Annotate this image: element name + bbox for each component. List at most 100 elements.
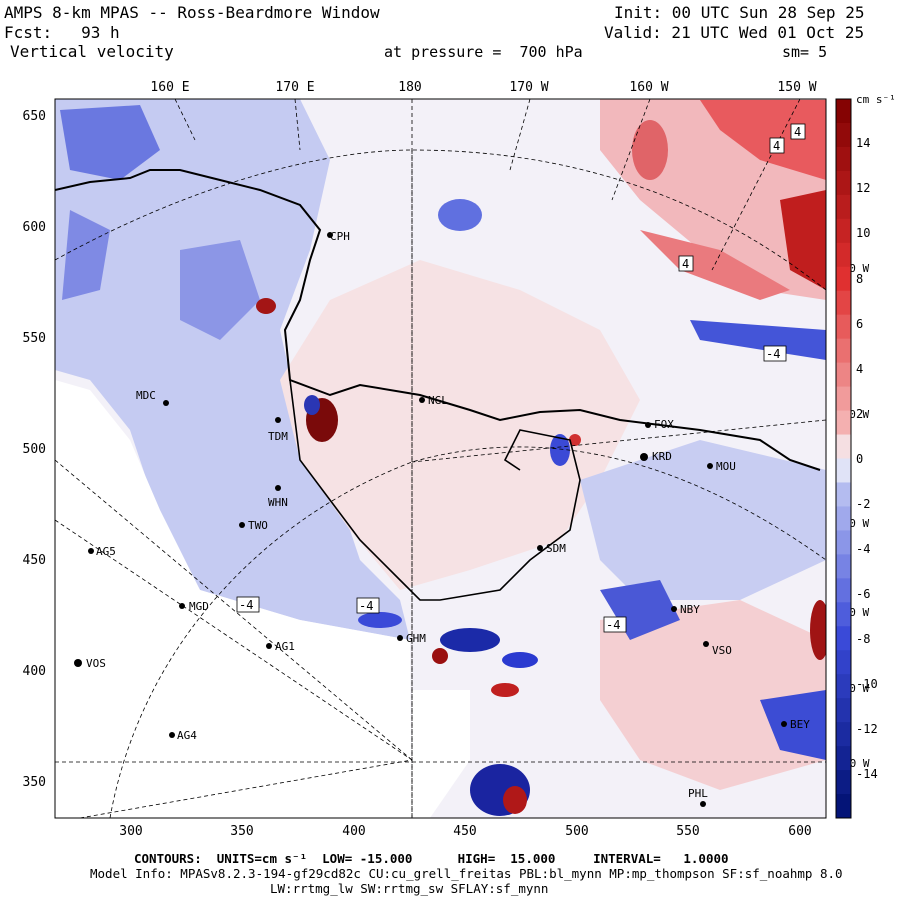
station-dot [419, 397, 425, 403]
colorbar-segment [836, 170, 851, 196]
colorbar-segment [836, 266, 851, 292]
negative-cell [358, 612, 402, 628]
positive-cell [810, 600, 826, 660]
contour-label: 4 [682, 257, 689, 271]
station-label: AG4 [177, 729, 197, 742]
colorbar-tick: 14 [856, 136, 871, 150]
colorbar-frame [835, 98, 852, 819]
colorbar-tick: -14 [856, 767, 878, 781]
colorbar-segment [836, 242, 851, 268]
positive-cell [503, 786, 527, 814]
valid-time: Valid: 21 UTC Wed 01 Oct 25 [604, 23, 865, 42]
positive-cell [632, 120, 668, 180]
colorbar-segment [836, 794, 851, 819]
colorbar-segment [836, 362, 851, 388]
negative-region [180, 240, 260, 340]
colorbar-segment [836, 122, 851, 148]
positive-region [780, 190, 826, 290]
y-tick-label: 500 [22, 442, 46, 457]
colorbar-segment [836, 602, 851, 627]
colorbar-units: cm s⁻¹ [856, 93, 896, 106]
station-dot [88, 548, 94, 554]
forecast-hour: Fcst: 93 h [4, 23, 120, 42]
station-label: KRD [652, 450, 672, 463]
negative-cell [502, 652, 538, 668]
station-label: BEY [790, 718, 810, 731]
colorbar-segment [836, 746, 851, 771]
contour-label: -4 [766, 347, 780, 361]
positive-region [280, 260, 640, 590]
lon-label: 160 E [150, 80, 190, 95]
y-tick-label: 350 [22, 775, 46, 790]
x-tick-label: 450 [453, 824, 477, 839]
colorbar-tick: 8 [856, 272, 864, 286]
colorbar-segment [836, 482, 851, 507]
negative-region [760, 690, 826, 760]
station-label: MGD [189, 600, 209, 613]
colorbar-segment [836, 290, 851, 316]
colorbar-tick: 10 [856, 226, 871, 240]
station-label: VOS [86, 657, 106, 670]
station-label: WHN [268, 496, 288, 509]
model-info: Model Info: MPASv8.2.3-194-gf29cd82c CU:… [90, 866, 843, 881]
station-dot [781, 721, 787, 727]
y-tick-label: 600 [22, 220, 46, 235]
colorbar-segment [836, 554, 851, 579]
station-dot [397, 635, 403, 641]
lon-label: 170 W [509, 80, 549, 95]
negative-cell [440, 628, 500, 652]
x-tick-label: 550 [676, 824, 700, 839]
colorbar-tick: 6 [856, 317, 864, 331]
lon-label: 180 [398, 80, 422, 95]
contour-label: 4 [773, 139, 780, 153]
colorbar-tick: -8 [856, 632, 871, 646]
station-dot [640, 453, 648, 461]
colorbar-segment [836, 722, 851, 747]
station-dot [169, 732, 175, 738]
x-tick-label: 300 [119, 824, 143, 839]
station-label: MDC [136, 389, 156, 402]
lon-label: 160 W [629, 80, 669, 95]
colorbar-segment [836, 578, 851, 603]
colorbar-segment [836, 458, 851, 483]
colorbar-segment [836, 698, 851, 723]
contour-label: -4 [359, 599, 373, 613]
station-dot [703, 641, 709, 647]
colorbar-segment [836, 530, 851, 555]
station-markers [74, 232, 787, 807]
negative-cell [438, 199, 482, 231]
colorbar-segment [836, 650, 851, 675]
station-label: NGL [428, 394, 448, 407]
colorbar-tick: -2 [856, 497, 871, 511]
x-tick-label: 350 [230, 824, 254, 839]
station-dot [163, 400, 169, 406]
colorbar-segment [836, 434, 851, 459]
station-label: NBY [680, 603, 700, 616]
station-dot [239, 522, 245, 528]
contour-labels: 4 4 4 -4 -4 -4 -4 [236, 123, 806, 633]
contour-label: -4 [239, 598, 253, 612]
colorbar-tick: -6 [856, 587, 871, 601]
negative-region [55, 99, 410, 640]
contour-label: -4 [606, 618, 620, 632]
station-dot [179, 603, 185, 609]
colorbar-segment [836, 626, 851, 651]
colorbar-segment [836, 99, 851, 124]
station-label: AG1 [275, 640, 295, 653]
map-title: AMPS 8-km MPAS -- Ross-Beardmore Window [4, 3, 380, 22]
positive-cell [432, 648, 448, 664]
station-labels: CPH MDC TDM NGL FOX KRD MOU WHN TWO AG5 … [86, 230, 810, 800]
pressure-level: at pressure = 700 hPa [384, 43, 583, 61]
colorbar-segment [836, 338, 851, 364]
y-tick-label: 400 [22, 664, 46, 679]
smoothing-value: sm= 5 [782, 43, 828, 61]
colorbar-tick: 4 [856, 362, 864, 376]
negative-region [690, 320, 826, 360]
station-dot [275, 417, 281, 423]
station-label: TWO [248, 519, 268, 532]
colorbar-segment [836, 506, 851, 531]
station-label: MOU [716, 460, 736, 473]
negative-region [600, 580, 680, 640]
graticule [55, 99, 826, 818]
station-label: PHL [688, 787, 708, 800]
